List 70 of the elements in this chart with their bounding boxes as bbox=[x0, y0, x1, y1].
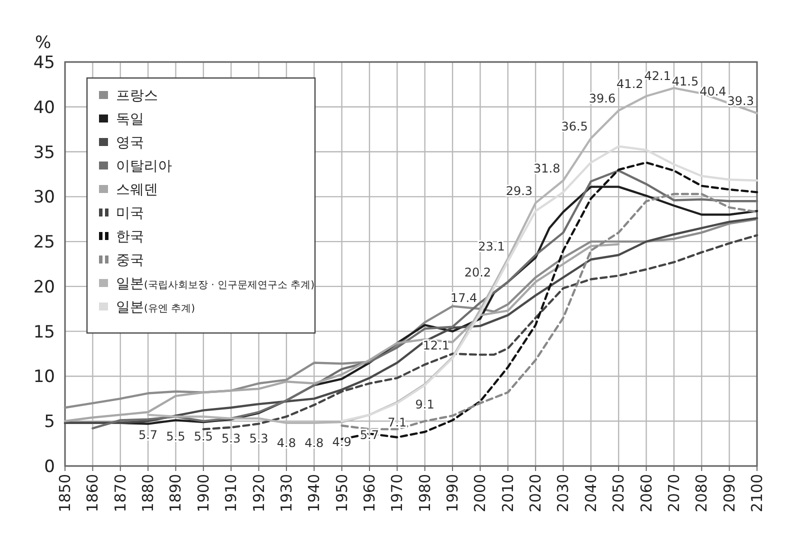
x-tick-label: 1940 bbox=[305, 474, 324, 512]
legend-label: 미국 bbox=[116, 206, 144, 222]
y-tick-label: 45 bbox=[33, 53, 55, 73]
data-label: 39.6 bbox=[588, 91, 616, 106]
data-label: 41.2 bbox=[616, 77, 644, 92]
data-label: 31.8 bbox=[534, 162, 560, 176]
x-tick-label: 1880 bbox=[139, 474, 158, 512]
data-label: 9.1 bbox=[415, 397, 434, 412]
x-tick-label: 2040 bbox=[582, 474, 600, 512]
data-label: 41.5 bbox=[672, 74, 699, 88]
legend-label: 일본(유엔 추계) bbox=[116, 300, 196, 316]
legend-label: 프랑스 bbox=[116, 88, 158, 104]
x-tick-label: 1920 bbox=[250, 474, 268, 512]
data-label: 5.3 bbox=[222, 431, 241, 446]
x-tick-label: 1860 bbox=[84, 474, 102, 512]
legend-label: 일본(국립사회보장 · 인구문제연구소 추계) bbox=[116, 276, 315, 292]
legend-label: 스웨덴 bbox=[116, 182, 158, 198]
y-tick-label: 25 bbox=[33, 232, 55, 253]
x-tick-label: 2020 bbox=[526, 474, 545, 512]
y-axis-title: % bbox=[35, 33, 52, 53]
x-tick-label: 2050 bbox=[610, 474, 628, 512]
y-tick-label: 30 bbox=[33, 188, 55, 208]
x-tick-label: 2010 bbox=[498, 474, 517, 512]
data-label: 20.2 bbox=[464, 266, 492, 280]
x-tick-label: 1980 bbox=[416, 474, 434, 512]
data-label: 12.1 bbox=[422, 338, 450, 352]
y-tick-label: 10 bbox=[33, 367, 55, 388]
data-label: 36.5 bbox=[561, 119, 588, 134]
y-tick-label: 20 bbox=[33, 277, 55, 298]
data-label: 5.5 bbox=[166, 430, 186, 444]
x-tick-label: 2080 bbox=[692, 474, 711, 512]
data-label: 4.8 bbox=[304, 436, 324, 450]
x-tick-label: 1850 bbox=[56, 474, 74, 512]
data-label: 5.3 bbox=[249, 431, 268, 446]
legend-label: 영국 bbox=[116, 135, 144, 151]
data-label: 23.1 bbox=[478, 240, 505, 254]
data-label: 42.1 bbox=[644, 69, 671, 84]
x-tick-label: 1900 bbox=[194, 474, 212, 512]
data-label: 17.4 bbox=[450, 290, 478, 305]
x-tick-label: 1890 bbox=[166, 474, 185, 512]
x-tick-label: 2060 bbox=[637, 474, 656, 512]
data-label: 5.7 bbox=[138, 428, 158, 442]
x-tick-label: 1960 bbox=[360, 474, 378, 512]
y-tick-label: 0 bbox=[44, 457, 55, 477]
x-tick-label: 2030 bbox=[554, 474, 572, 512]
legend-label: 한국 bbox=[116, 229, 144, 245]
data-label: 4.9 bbox=[332, 435, 352, 450]
x-tick-label: 1990 bbox=[444, 474, 462, 512]
data-label: 7.1 bbox=[388, 415, 407, 430]
x-tick-label: 1970 bbox=[388, 474, 406, 512]
x-tick-label: 1930 bbox=[277, 474, 296, 512]
y-tick-label: 5 bbox=[44, 412, 55, 432]
data-label: 40.4 bbox=[700, 84, 726, 98]
y-tick-label: 15 bbox=[33, 322, 55, 342]
x-tick-label: 2100 bbox=[748, 474, 766, 512]
x-tick-label: 2000 bbox=[471, 474, 490, 512]
x-tick-label: 1910 bbox=[222, 474, 240, 512]
legend-label: 독일 bbox=[116, 112, 144, 128]
data-label: 29.3 bbox=[506, 184, 533, 198]
data-label: 39.3 bbox=[727, 94, 754, 108]
x-tick-label: 1950 bbox=[332, 474, 351, 512]
x-tick-label: 2070 bbox=[664, 474, 683, 512]
legend-label: 중국 bbox=[116, 252, 144, 268]
x-tick-label: 2090 bbox=[720, 474, 738, 512]
x-tick-label: 1870 bbox=[111, 474, 130, 512]
y-tick-label: 35 bbox=[33, 142, 55, 163]
y-tick-label: 40 bbox=[33, 98, 55, 118]
data-label: 4.8 bbox=[276, 436, 296, 450]
legend-label: 이탈리아 bbox=[116, 158, 172, 174]
data-label: 5.5 bbox=[194, 430, 213, 444]
